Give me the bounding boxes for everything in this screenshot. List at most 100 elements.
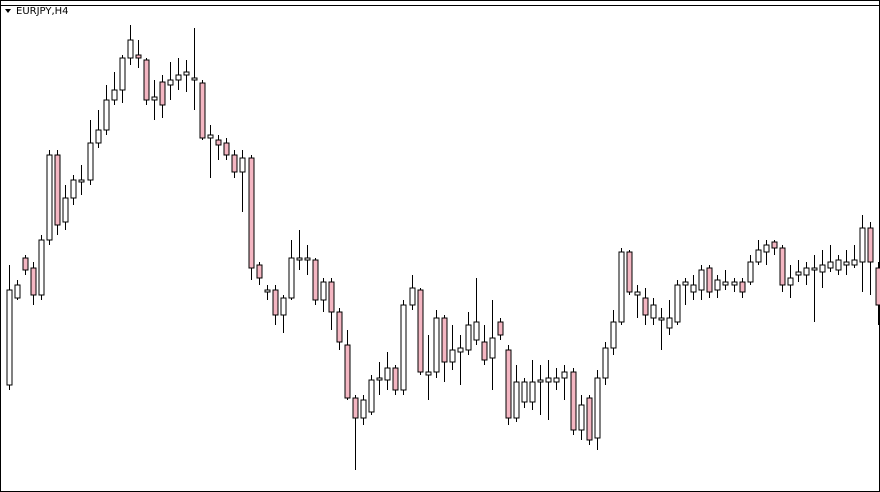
candle-body <box>578 404 585 431</box>
candle-body <box>747 261 754 283</box>
candle-body <box>143 59 150 101</box>
candle-body <box>231 154 238 173</box>
candle-body <box>280 297 287 316</box>
candle-body <box>481 341 488 361</box>
candle-body <box>95 129 102 144</box>
candle-body <box>62 197 69 223</box>
candle-body <box>642 297 649 316</box>
candle-body <box>433 317 440 373</box>
candle-body <box>714 279 721 291</box>
candle-body <box>682 281 689 286</box>
candle-body <box>811 267 818 271</box>
candle-body <box>376 377 383 381</box>
candle-body <box>239 157 246 173</box>
candle-body <box>159 81 166 106</box>
candle-body <box>594 377 601 439</box>
candle-body <box>473 321 480 341</box>
candle-body <box>135 54 142 59</box>
candle-body <box>400 304 407 391</box>
candle-body <box>70 179 77 199</box>
candle-body <box>207 134 214 139</box>
candle-body <box>296 257 303 261</box>
candle-body <box>111 89 118 101</box>
candle-body <box>272 289 279 316</box>
candle-body <box>215 139 222 146</box>
candle-body <box>513 381 520 419</box>
candle-body <box>256 264 263 279</box>
candle-body <box>835 259 842 271</box>
candle-body <box>78 179 85 183</box>
candle-body <box>771 241 778 249</box>
candle-body <box>763 244 770 253</box>
candle-body <box>425 371 432 376</box>
candle-body <box>610 321 617 349</box>
candle-body <box>570 371 577 431</box>
candle-body <box>755 249 762 263</box>
candle-body <box>151 96 158 101</box>
candle-body <box>199 82 206 139</box>
candle-body <box>803 267 810 276</box>
candle-body <box>417 289 424 373</box>
candle-body <box>819 264 826 273</box>
menu-arrow[interactable] <box>5 9 11 13</box>
candle-body <box>537 379 544 383</box>
candle-body <box>167 79 174 86</box>
candle-body <box>650 304 657 319</box>
candle-body <box>489 337 496 359</box>
candle-body <box>409 287 416 306</box>
candle-body <box>38 239 45 296</box>
candle-body <box>698 269 705 291</box>
candle-body <box>666 317 673 329</box>
candle-body <box>119 57 126 91</box>
candle-body <box>46 154 53 241</box>
candle-body <box>352 397 359 419</box>
candle-body <box>674 284 681 323</box>
candle-body <box>175 74 182 81</box>
candle-body <box>859 227 866 263</box>
candle-body <box>626 251 633 293</box>
candle-body <box>851 259 858 266</box>
candle-body <box>795 271 802 276</box>
candle-body <box>843 261 850 266</box>
candle-body <box>521 381 528 403</box>
candle-body <box>127 39 134 59</box>
candle-body <box>14 284 21 299</box>
candle-body <box>457 347 464 353</box>
candle-body <box>223 142 230 156</box>
candle-body <box>497 321 504 336</box>
candle-body <box>22 257 29 271</box>
candle-body <box>658 317 665 321</box>
candle-body <box>392 367 399 391</box>
candle-body <box>191 77 198 81</box>
candle-body <box>183 71 190 76</box>
candle-body <box>320 281 327 301</box>
candle-body <box>586 397 593 441</box>
candle-body <box>264 289 271 293</box>
candle-body <box>344 344 351 399</box>
chart-title: EURJPY,H4 <box>16 6 69 17</box>
candle-body <box>787 277 794 286</box>
candle-body <box>706 267 713 293</box>
candle-body <box>248 157 255 269</box>
candle-body <box>384 367 391 381</box>
candle-body <box>618 251 625 323</box>
candle-body <box>87 142 94 181</box>
candle-body <box>722 281 729 286</box>
candle-body <box>553 377 560 383</box>
candle-body <box>779 247 786 286</box>
candle-body <box>103 99 110 131</box>
candle-body <box>312 259 319 301</box>
candle-body <box>368 379 375 413</box>
candle-body <box>304 257 311 261</box>
candle-body <box>739 281 746 293</box>
candle-body <box>867 227 874 263</box>
candle-body <box>561 371 568 379</box>
candle-body <box>449 349 456 363</box>
candle-body <box>30 267 37 296</box>
candle-body <box>634 291 641 296</box>
candle-body <box>875 267 880 306</box>
candle-body <box>690 284 697 293</box>
candle-body <box>731 281 738 286</box>
